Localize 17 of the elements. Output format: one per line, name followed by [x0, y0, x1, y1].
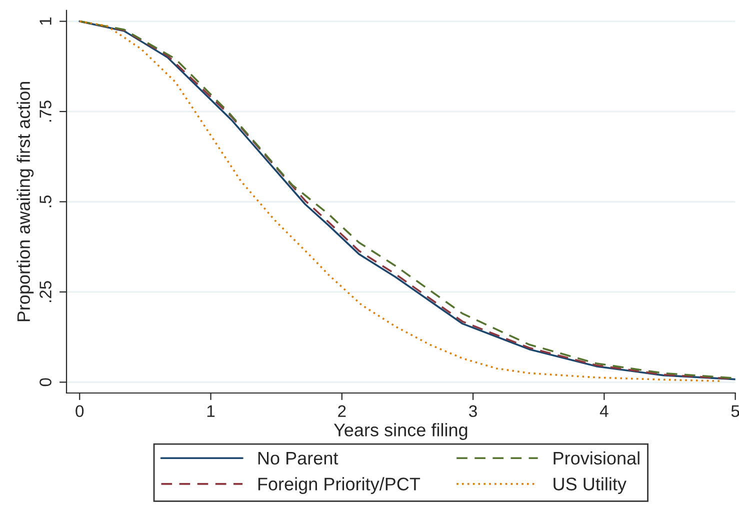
x-tick-label: 3: [469, 405, 477, 418]
y-tick-label: .5: [40, 195, 52, 208]
x-tick-label: 1: [207, 405, 215, 417]
y-tick-label: 0: [40, 378, 52, 386]
x-tick-label: 2: [338, 405, 346, 417]
x-tick-label: 0: [76, 405, 84, 418]
legend-label: Foreign Priority/PCT: [258, 477, 420, 494]
y-tick-label: .25: [40, 281, 52, 302]
x-tick-label: 4: [600, 405, 608, 417]
x-axis-title: Years since filing: [334, 423, 468, 440]
y-axis-title: Proportion awaiting first action: [16, 82, 34, 322]
legend-label: Provisional: [554, 451, 640, 465]
legend-label: No Parent: [258, 452, 338, 465]
y-tick-label: .75: [40, 100, 52, 122]
x-tick-label: 5: [731, 405, 739, 418]
legend-label: US Utility: [554, 477, 626, 494]
y-tick-label: 1: [40, 17, 52, 25]
